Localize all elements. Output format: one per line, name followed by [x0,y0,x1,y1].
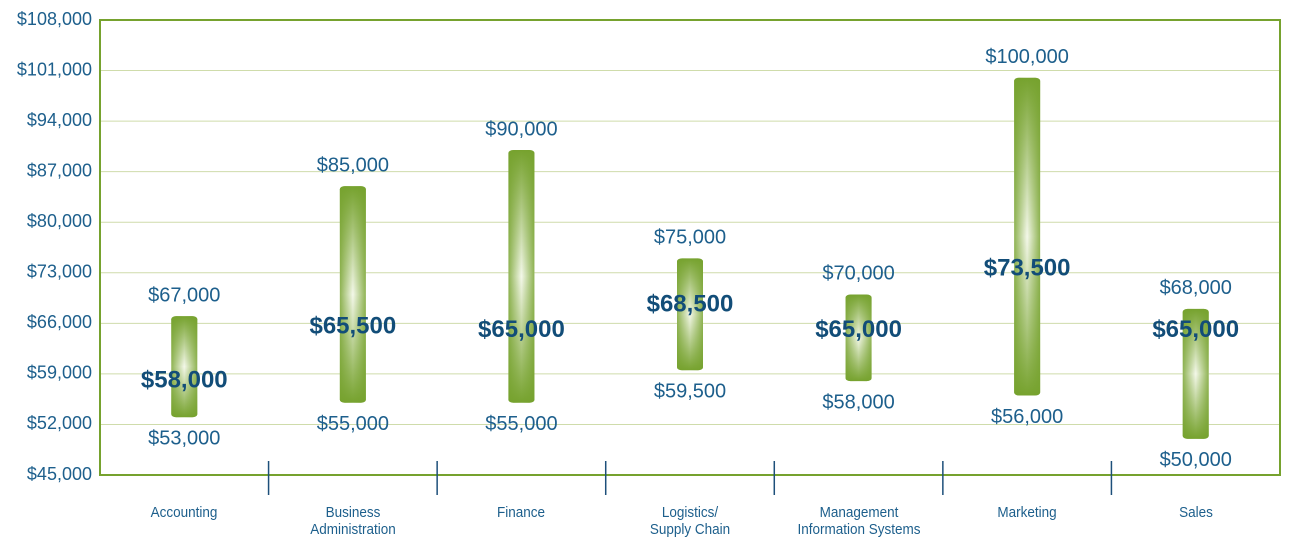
high-label: $68,000 [1160,277,1232,299]
low-label: $58,000 [822,391,894,413]
range-bar-shade [1014,77,1041,396]
x-tick-label: Finance [497,504,546,521]
range-bar-shade [1182,308,1209,439]
low-label: $55,000 [317,413,389,435]
range-bar-shade [845,294,872,382]
median-label: $58,000 [141,366,228,393]
range-bar-shade [677,258,703,371]
y-tick-label: $73,000 [27,262,92,282]
median-label: $73,500 [984,255,1071,282]
y-tick-label: $108,000 [17,9,92,29]
median-label: $68,500 [647,291,734,318]
low-label: $56,000 [991,406,1063,428]
range-bar-shade [508,150,535,403]
y-tick-label: $52,000 [27,413,92,433]
x-tick-label: Accounting [150,504,218,521]
range-bar-shade [339,186,366,403]
y-tick-label: $66,000 [27,312,92,332]
plot-frame [99,19,1281,476]
high-label: $67,000 [148,284,220,306]
x-tick-label: Sales [1178,504,1213,521]
x-tick-label: Management Information Systems [797,504,921,538]
y-tick-label: $80,000 [27,211,92,231]
y-tick-label: $94,000 [27,110,92,130]
high-label: $70,000 [822,263,894,285]
low-label: $55,000 [485,413,557,435]
high-label: $75,000 [654,227,726,249]
median-label: $65,000 [815,316,902,343]
y-tick-label: $101,000 [17,59,92,79]
low-label: $59,500 [654,381,726,403]
low-label: $53,000 [148,428,220,450]
median-label: $65,500 [309,312,396,339]
median-label: $65,000 [478,316,565,343]
y-tick-label: $87,000 [27,160,92,180]
y-tick-label: $45,000 [27,464,92,484]
x-tick-label: Logistics/ Supply Chain [649,504,731,538]
range-bar-shade [171,316,198,418]
high-label: $85,000 [317,154,389,176]
y-tick-label: $59,000 [27,363,92,383]
low-label: $50,000 [1160,449,1232,471]
x-tick-label: Business Administration [310,504,396,538]
x-tick-label: Marketing [997,504,1057,521]
median-label: $65,000 [1152,316,1239,343]
high-label: $90,000 [485,118,557,140]
high-label: $100,000 [985,46,1068,68]
